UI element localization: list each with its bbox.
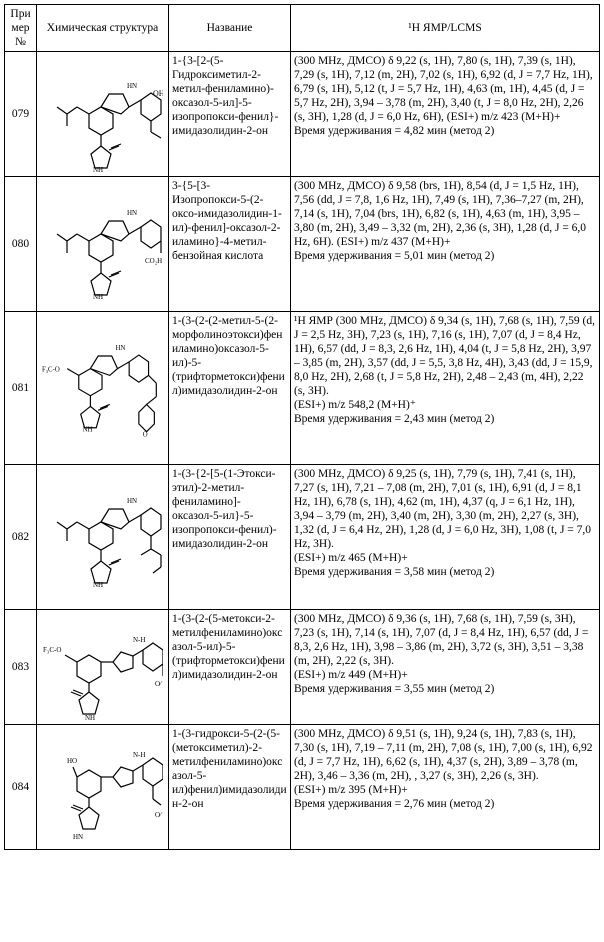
header-struct: Химическая структура bbox=[37, 5, 169, 52]
svg-text:N-H: N-H bbox=[133, 636, 145, 644]
row-name: 1-(3-{2-[5-(1-Этокси-этил)-2-метил-фенил… bbox=[169, 465, 291, 610]
svg-text:HN: HN bbox=[73, 833, 83, 841]
table-row: 083 F₃C-O O⁄ N bbox=[5, 610, 600, 725]
svg-text:O⁄: O⁄ bbox=[155, 680, 163, 688]
table-row: 081 F₃C-O NH bbox=[5, 312, 600, 465]
svg-text:NH: NH bbox=[93, 293, 103, 301]
structure-icon: CO₂H NH HN bbox=[43, 179, 163, 309]
row-struct: F₃C-O O⁄ NH N-H bbox=[37, 610, 169, 725]
svg-text:NH: NH bbox=[85, 714, 95, 722]
row-num: 080 bbox=[5, 177, 37, 312]
row-nmr: (300 MHz, ДМСО) δ 9,58 (brs, 1H), 8,54 (… bbox=[291, 177, 600, 312]
header-nmr: ¹H ЯМР/LCMS bbox=[291, 5, 600, 52]
row-num: 084 bbox=[5, 725, 37, 850]
header-num: Пример№ bbox=[5, 5, 37, 52]
svg-text:HN: HN bbox=[127, 497, 137, 505]
row-name: 1-(3-(2-(2-метил-5-(2-морфолиноэтокси)фе… bbox=[169, 312, 291, 465]
row-name: 3-{5-[3-Изопропокси-5-(2-оксо-имидазолид… bbox=[169, 177, 291, 312]
compound-table: Пример№ Химическая структура Название ¹H… bbox=[4, 4, 600, 850]
header-row: Пример№ Химическая структура Название ¹H… bbox=[5, 5, 600, 52]
row-num: 081 bbox=[5, 312, 37, 465]
row-nmr: (300 MHz, ДМСО) δ 9,51 (s, 1H), 9,24 (s,… bbox=[291, 725, 600, 850]
row-nmr: (300 MHz, ДМСО) δ 9,36 (s, 1H), 7,68 (s,… bbox=[291, 610, 600, 725]
svg-text:OH: OH bbox=[153, 89, 163, 98]
row-name: 1-{3-[2-(5-Гидроксиметил-2-метил-фенилам… bbox=[169, 52, 291, 177]
row-struct: F₃C-O NH HN O bbox=[37, 312, 169, 465]
svg-text:HO: HO bbox=[67, 757, 77, 765]
row-struct: OH NH HN bbox=[37, 52, 169, 177]
svg-text:NH: NH bbox=[93, 581, 103, 589]
svg-text:HN: HN bbox=[116, 345, 126, 352]
row-num: 083 bbox=[5, 610, 37, 725]
row-num: 082 bbox=[5, 465, 37, 610]
page: Пример№ Химическая структура Название ¹H… bbox=[0, 0, 604, 854]
structure-icon: F₃C-O NH HN O bbox=[40, 314, 166, 462]
table-row: 079 OH NH HN bbox=[5, 52, 600, 177]
svg-text:O⁄: O⁄ bbox=[155, 811, 163, 819]
row-nmr: (300 MHz, ДМСО) δ 9,22 (s, 1H), 7,80 (s,… bbox=[291, 52, 600, 177]
row-num: 079 bbox=[5, 52, 37, 177]
row-struct: HO O⁄ HN N-H bbox=[37, 725, 169, 850]
table-row: 082 NH bbox=[5, 465, 600, 610]
row-nmr: (300 MHz, ДМСО) δ 9,25 (s, 1H), 7,79 (s,… bbox=[291, 465, 600, 610]
row-struct: NH HN bbox=[37, 465, 169, 610]
svg-text:NH: NH bbox=[83, 427, 93, 434]
table-row: 084 HO O⁄ HN bbox=[5, 725, 600, 850]
structure-icon: HO O⁄ HN N-H bbox=[43, 727, 163, 847]
row-name: 1-(3-(2-(5-метокси-2-метилфениламино)окс… bbox=[169, 610, 291, 725]
structure-icon: F₃C-O O⁄ NH N-H bbox=[43, 612, 163, 722]
svg-text:F₃C-O: F₃C-O bbox=[42, 367, 60, 374]
svg-text:NH: NH bbox=[93, 166, 103, 174]
row-nmr: ¹H ЯМР (300 MHz, ДМСО) δ 9,34 (s, 1H), 7… bbox=[291, 312, 600, 465]
svg-text:O: O bbox=[143, 432, 148, 439]
svg-text:HN: HN bbox=[127, 82, 137, 90]
row-struct: CO₂H NH HN bbox=[37, 177, 169, 312]
structure-icon: NH HN bbox=[43, 467, 163, 607]
svg-text:CO₂H: CO₂H bbox=[145, 257, 162, 265]
structure-icon: OH NH HN bbox=[43, 54, 163, 174]
svg-text:F₃C-O: F₃C-O bbox=[43, 646, 61, 654]
svg-text:HN: HN bbox=[127, 209, 137, 217]
row-name: 1-(3-гидрокси-5-(2-(5-(метоксиметил)-2-м… bbox=[169, 725, 291, 850]
svg-text:N-H: N-H bbox=[133, 751, 145, 759]
header-name: Название bbox=[169, 5, 291, 52]
table-row: 080 CO₂H NH HN bbox=[5, 177, 600, 312]
